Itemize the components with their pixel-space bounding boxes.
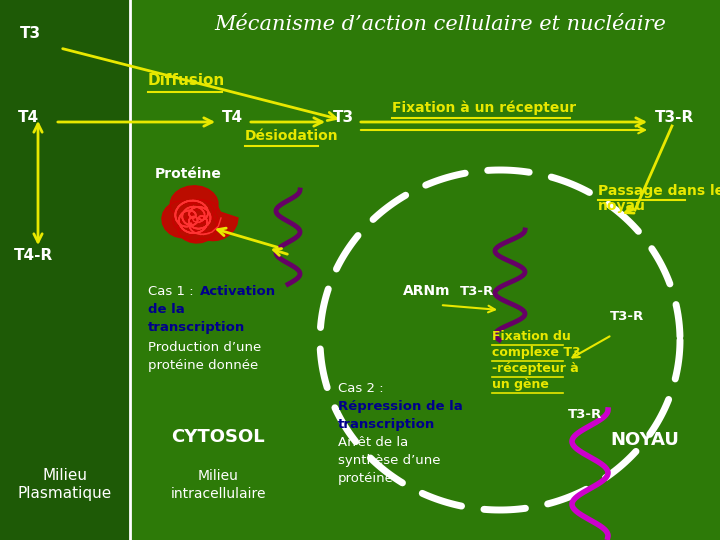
Text: Cas 1 :: Cas 1 :: [148, 285, 198, 298]
Text: complexe T3: complexe T3: [492, 346, 580, 359]
Text: Passage dans le: Passage dans le: [598, 184, 720, 198]
Text: Activation: Activation: [200, 285, 276, 298]
Text: T3-R: T3-R: [568, 408, 602, 421]
Text: Mécanisme d’action cellulaire et nucléaire: Mécanisme d’action cellulaire et nucléai…: [214, 16, 666, 35]
Text: de la: de la: [148, 303, 185, 316]
Polygon shape: [0, 0, 130, 540]
Text: Plasmatique: Plasmatique: [18, 486, 112, 501]
Text: Fixation à un récepteur: Fixation à un récepteur: [392, 100, 576, 115]
Text: T4: T4: [222, 110, 243, 125]
Text: transcription: transcription: [148, 321, 246, 334]
Text: ARNm: ARNm: [403, 284, 451, 298]
Text: Milieu: Milieu: [42, 468, 88, 483]
Text: NOYAU: NOYAU: [611, 431, 680, 449]
Text: Répression de la: Répression de la: [338, 400, 463, 413]
Text: noyau: noyau: [598, 199, 646, 213]
Text: CYTOSOL: CYTOSOL: [171, 428, 265, 446]
Text: T3-R: T3-R: [610, 310, 644, 323]
Text: protéine: protéine: [338, 472, 394, 485]
Text: Milieu: Milieu: [197, 469, 238, 483]
Text: Diffusion: Diffusion: [148, 73, 225, 88]
Polygon shape: [162, 186, 238, 243]
Text: T3: T3: [333, 110, 354, 125]
Text: Désiodation: Désiodation: [245, 129, 338, 143]
Text: -récepteur à: -récepteur à: [492, 362, 579, 375]
Text: T4: T4: [18, 110, 39, 125]
Text: Cas 2 :: Cas 2 :: [338, 382, 384, 395]
Text: T3-R: T3-R: [655, 110, 694, 125]
Text: transcription: transcription: [338, 418, 436, 431]
Text: Fixation du: Fixation du: [492, 330, 571, 343]
Text: T3-R: T3-R: [460, 285, 494, 298]
Text: Arrêt de la: Arrêt de la: [338, 436, 408, 449]
Text: protéine donnée: protéine donnée: [148, 359, 258, 372]
Text: Protéine: Protéine: [155, 167, 222, 181]
Text: un gène: un gène: [492, 378, 549, 391]
Text: synthèse d’une: synthèse d’une: [338, 454, 441, 467]
Text: Production d’une: Production d’une: [148, 341, 261, 354]
Text: intracellulaire: intracellulaire: [170, 487, 266, 501]
Text: T4-R: T4-R: [14, 248, 53, 263]
Text: T3: T3: [20, 26, 41, 41]
